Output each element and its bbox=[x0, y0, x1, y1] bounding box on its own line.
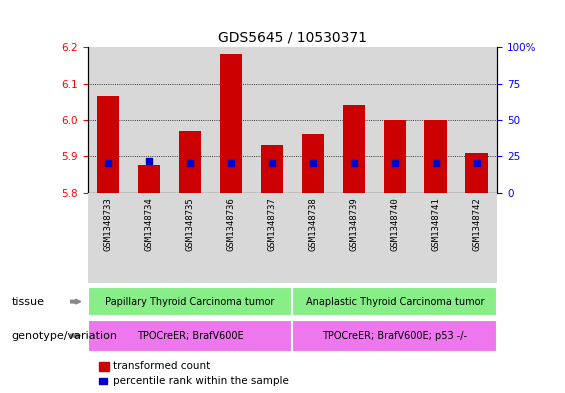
Bar bbox=[293, 47, 333, 193]
Bar bbox=[260, 145, 283, 193]
Bar bbox=[342, 105, 365, 193]
Bar bbox=[293, 287, 497, 316]
Text: Papillary Thyroid Carcinoma tumor: Papillary Thyroid Carcinoma tumor bbox=[105, 297, 275, 307]
Bar bbox=[88, 47, 129, 193]
Bar bbox=[466, 152, 488, 193]
Bar bbox=[457, 47, 497, 193]
Bar bbox=[333, 193, 374, 283]
Bar bbox=[251, 193, 293, 283]
Bar bbox=[457, 193, 497, 283]
Bar bbox=[88, 320, 293, 352]
Text: GSM1348741: GSM1348741 bbox=[431, 197, 440, 251]
Text: percentile rank within the sample: percentile rank within the sample bbox=[113, 376, 289, 386]
Text: GSM1348738: GSM1348738 bbox=[308, 197, 318, 251]
Bar bbox=[220, 55, 242, 193]
Text: GSM1348734: GSM1348734 bbox=[145, 197, 154, 251]
Bar bbox=[138, 165, 160, 193]
Text: tissue: tissue bbox=[11, 297, 44, 307]
Bar bbox=[170, 193, 210, 283]
Text: TPOCreER; BrafV600E; p53 -/-: TPOCreER; BrafV600E; p53 -/- bbox=[322, 331, 467, 341]
Bar bbox=[88, 287, 293, 316]
Bar bbox=[251, 47, 293, 193]
Text: Anaplastic Thyroid Carcinoma tumor: Anaplastic Thyroid Carcinoma tumor bbox=[306, 297, 484, 307]
Text: GSM1348736: GSM1348736 bbox=[227, 197, 236, 251]
Text: GSM1348735: GSM1348735 bbox=[185, 197, 194, 251]
Bar bbox=[293, 193, 333, 283]
Bar bbox=[374, 193, 415, 283]
Bar bbox=[97, 96, 119, 193]
Bar bbox=[129, 193, 170, 283]
Bar bbox=[88, 193, 129, 283]
Bar bbox=[415, 47, 457, 193]
Bar bbox=[293, 320, 497, 352]
Bar bbox=[415, 193, 457, 283]
Bar bbox=[129, 47, 170, 193]
Bar bbox=[374, 47, 415, 193]
Bar bbox=[333, 47, 374, 193]
Bar bbox=[424, 120, 447, 193]
Bar bbox=[384, 120, 406, 193]
Text: GSM1348737: GSM1348737 bbox=[267, 197, 276, 251]
Text: GSM1348740: GSM1348740 bbox=[390, 197, 399, 251]
Bar bbox=[211, 193, 251, 283]
Text: GSM1348733: GSM1348733 bbox=[103, 197, 112, 251]
Bar bbox=[211, 47, 251, 193]
Text: GSM1348742: GSM1348742 bbox=[472, 197, 481, 251]
Text: genotype/variation: genotype/variation bbox=[11, 331, 118, 341]
Text: TPOCreER; BrafV600E: TPOCreER; BrafV600E bbox=[137, 331, 244, 341]
Title: GDS5645 / 10530371: GDS5645 / 10530371 bbox=[218, 31, 367, 44]
Bar bbox=[302, 134, 324, 193]
Text: transformed count: transformed count bbox=[113, 361, 210, 371]
Bar bbox=[179, 131, 201, 193]
Bar bbox=[170, 47, 210, 193]
Text: GSM1348739: GSM1348739 bbox=[349, 197, 358, 251]
